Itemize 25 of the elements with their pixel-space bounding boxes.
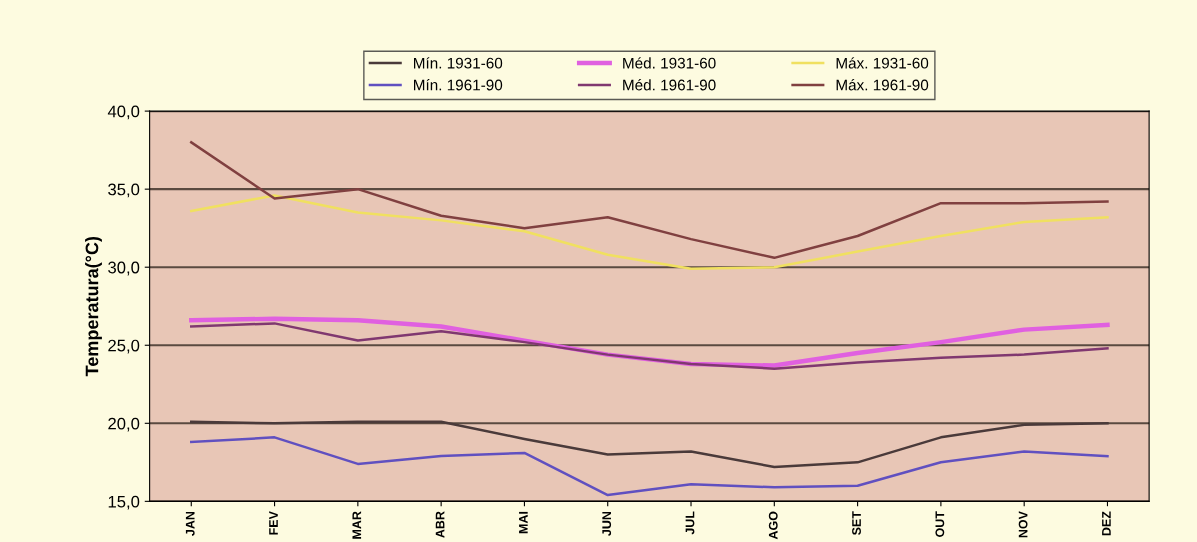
x-tick-label: OUT — [935, 511, 945, 537]
y-tick-label: 30,0 — [108, 261, 140, 276]
x-tick-label: MAI — [519, 511, 528, 534]
legend-label: Méd. 1931-60 — [623, 57, 716, 69]
x-tick-label: JUN — [602, 511, 612, 536]
legend-label: Máx. 1961-90 — [836, 79, 929, 91]
x-tick-label: JAN — [185, 511, 195, 536]
y-tick-label: 15,0 — [108, 495, 140, 510]
legend-label: Mín. 1931-60 — [414, 57, 503, 69]
y-axis-title: Temperatura(°C) — [85, 236, 102, 377]
legend-label: Máx. 1931-60 — [836, 57, 929, 69]
legend-label: Méd. 1961-90 — [623, 79, 716, 91]
x-tick-label: NOV — [1018, 511, 1028, 538]
y-tick-label: 20,0 — [108, 417, 140, 432]
y-tick-label: 35,0 — [108, 183, 140, 198]
y-tick-label: 25,0 — [108, 339, 140, 354]
x-tick-label: AGO — [768, 511, 778, 540]
x-tick-label: SET — [852, 511, 861, 536]
legend-label: Mín. 1961-90 — [414, 79, 503, 91]
x-tick-label: ABR — [435, 511, 445, 538]
x-tick-label: DEZ — [1102, 511, 1111, 536]
y-tick-label: 40,0 — [107, 105, 140, 120]
x-tick-label: JUL — [685, 511, 695, 535]
x-tick-label: FEV — [269, 511, 278, 535]
x-tick-label: MAR — [352, 511, 362, 539]
